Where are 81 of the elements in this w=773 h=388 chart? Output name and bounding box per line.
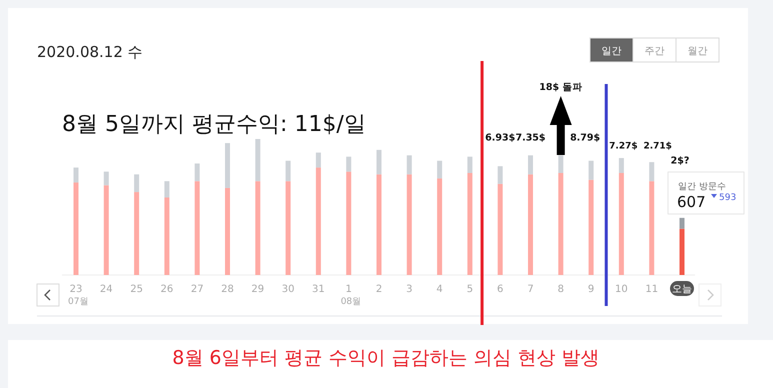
text: 8월 6일부터 평균 수익이 급감하는 의심 현상 발생 [172, 347, 600, 369]
x-tick-label: 3 [406, 284, 412, 295]
x-tick-label: 26 [160, 284, 174, 295]
text: 07월 [68, 297, 88, 307]
annotation: 6.93$ [485, 132, 516, 144]
bar [194, 163, 200, 182]
bar [134, 192, 140, 275]
x-tick-label: 1 [346, 284, 352, 295]
x-tick-label: 23 [70, 284, 82, 295]
bar [558, 155, 564, 173]
x-tick-label: 8 [558, 284, 564, 295]
annotation: 7.27$ [609, 142, 638, 152]
bar [618, 173, 624, 275]
bar [406, 174, 412, 275]
x-tick-label: 29 [251, 284, 264, 295]
bar [406, 155, 412, 174]
x-tick-label: 오늘 [672, 284, 692, 295]
bar [649, 162, 654, 182]
x-tick-label: 28 [221, 284, 234, 295]
bar [680, 228, 684, 275]
bar [588, 180, 594, 275]
bar [255, 139, 260, 182]
bar [164, 197, 170, 275]
text: 주간 [644, 46, 664, 57]
x-tick-label: 7 [527, 284, 534, 295]
text: 08월 [340, 297, 362, 307]
bar [467, 173, 472, 275]
bar [618, 158, 624, 173]
bar [104, 185, 109, 275]
bar [528, 174, 533, 275]
x-tick-label: 2 [376, 284, 382, 295]
x-tick-label: 31 [312, 284, 325, 295]
bar [346, 156, 352, 172]
bar [316, 152, 321, 168]
bar [437, 160, 442, 178]
bar [255, 181, 260, 275]
bar [467, 156, 472, 173]
bar [225, 188, 230, 275]
bar [346, 172, 352, 275]
annotation: 2$? [670, 155, 690, 166]
x-tick-label: 5 [466, 284, 474, 295]
text: 일간 [602, 46, 622, 57]
x-tick-label: 6 [497, 284, 504, 295]
bar [437, 178, 442, 275]
bar [164, 181, 170, 198]
x-tick-label: 24 [100, 284, 113, 295]
chart-title: 2020.08.12 수 [37, 43, 143, 61]
bar [498, 166, 503, 184]
x-tick-label: 25 [130, 284, 143, 295]
annotation: 일간 방문수 [678, 182, 726, 192]
annotation: 8.79$ [570, 132, 600, 144]
bar [649, 181, 654, 275]
bar [588, 160, 594, 180]
bar [225, 143, 230, 188]
bar [104, 172, 109, 186]
x-tick-label: 10 [615, 284, 628, 295]
bar [194, 181, 200, 275]
bar [316, 168, 321, 275]
bar [498, 184, 503, 275]
text: 18$ 돌파 [539, 82, 582, 94]
annotation: 2.71$ [643, 142, 672, 152]
bar [680, 218, 684, 229]
x-tick-label: 27 [190, 284, 204, 295]
bar [286, 160, 291, 182]
annotation: 7.35$ [515, 132, 546, 144]
x-tick-label: 11 [645, 284, 658, 295]
annotation: 607 [677, 193, 706, 211]
bar [74, 168, 78, 183]
bar [134, 174, 140, 192]
x-tick-label: 30 [282, 284, 294, 295]
bar [528, 155, 533, 174]
text: 월간 [688, 46, 708, 57]
text: 8월 5일까지 평균수익: 11$/일 [62, 112, 366, 137]
bar [376, 174, 382, 275]
x-tick-label: 4 [436, 284, 443, 295]
bar [74, 182, 78, 275]
bar [286, 181, 291, 275]
text: 593 [719, 193, 736, 203]
bar [558, 173, 564, 275]
bar [376, 150, 382, 174]
x-tick-label: 9 [588, 284, 594, 295]
